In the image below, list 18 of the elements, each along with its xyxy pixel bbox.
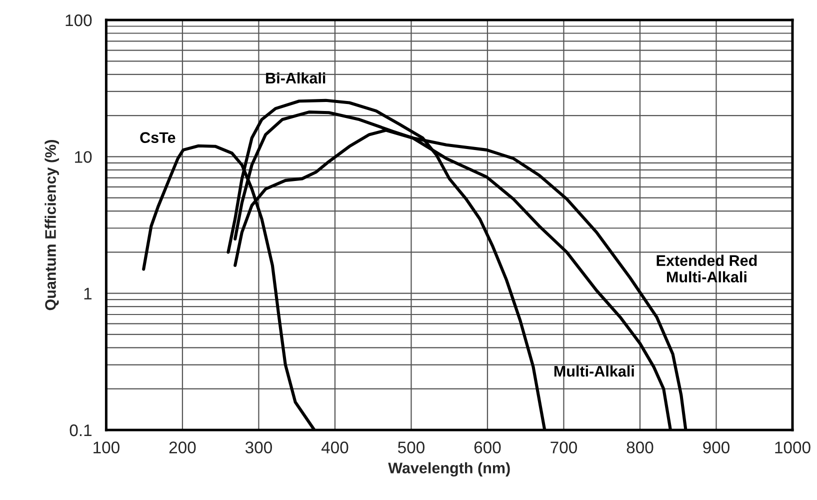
series-label: Bi-Alkali xyxy=(266,72,326,84)
y-tick-label: 10 xyxy=(75,151,92,163)
y-tick-label: 100 xyxy=(66,14,92,26)
x-tick-label: 800 xyxy=(626,442,654,454)
x-tick-label: 400 xyxy=(321,442,348,454)
x-tick-label: 200 xyxy=(169,442,196,454)
y-tick-label: 1 xyxy=(84,288,92,300)
x-tick-label: 100 xyxy=(94,442,120,454)
y-axis-title: Quantum Efficiency (%) xyxy=(44,140,59,310)
y-tick-label: 0.1 xyxy=(70,424,92,436)
x-tick-label: 500 xyxy=(398,442,424,454)
x-axis-title: Wavelength (nm) xyxy=(388,462,510,477)
x-tick-label: 900 xyxy=(703,442,730,454)
series-label: CsTe xyxy=(140,132,176,143)
x-tick-label: 1000 xyxy=(775,442,810,454)
x-tick-label: 300 xyxy=(245,442,272,454)
x-tick-label: 700 xyxy=(550,442,577,454)
x-tick-label: 600 xyxy=(474,442,501,454)
